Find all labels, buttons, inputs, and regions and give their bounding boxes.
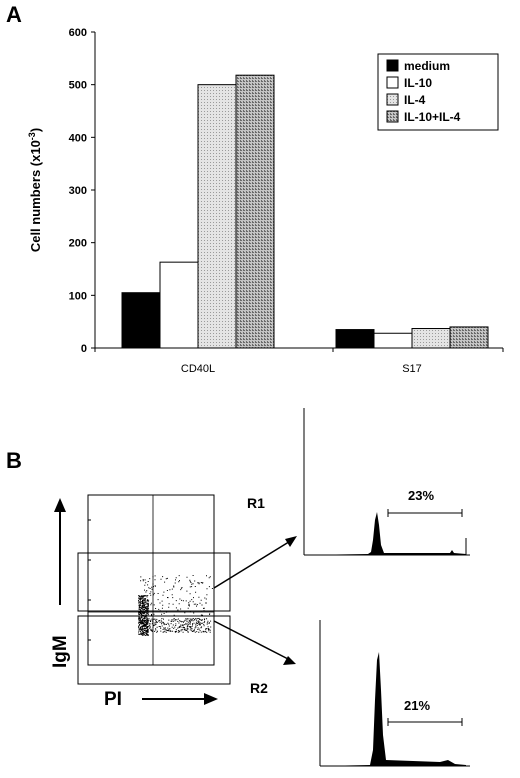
legend-swatch [386, 59, 399, 72]
gate-r1-box [77, 552, 231, 612]
y-axis-label: Cell numbers (x10-3) [27, 128, 43, 252]
y-tick-label: 400 [69, 132, 87, 144]
y-axis-label-exponent: -3 [27, 132, 37, 140]
gate-r1-label: R1 [247, 495, 265, 511]
y-tick-label: 100 [69, 290, 87, 302]
gate-r2-box [77, 615, 231, 685]
legend-entry: IL-4 [404, 93, 426, 107]
arrow-to-histogram-1-head [285, 536, 297, 547]
histogram-2: 21% [319, 620, 470, 767]
legend-entry: IL-10 [404, 76, 432, 90]
bar-il-4-cd40l [197, 84, 237, 349]
dot-cloud-points [138, 575, 213, 636]
bar-chart: Cell numbers (x10-3) 0 100 200 300 400 500 600… [27, 27, 504, 375]
dot-cloud [138, 575, 213, 636]
legend-entry: IL-10+IL-4 [404, 110, 461, 124]
histogram-1-percent: 23% [408, 488, 434, 503]
bar-medium-s17 [335, 329, 375, 349]
x-category-label: S17 [402, 363, 422, 375]
panel-a-label: A [6, 2, 22, 27]
legend-swatch [386, 93, 399, 106]
y-tick-label: 600 [69, 27, 87, 39]
y-tick-label: 200 [69, 238, 87, 250]
bar-il-10-cd40l [159, 261, 199, 349]
y-tick-label: 300 [69, 185, 87, 197]
bar-il-10-il-4-s17 [449, 326, 489, 349]
arrow-to-histogram-2-head [283, 656, 296, 665]
histogram-1: 23% [303, 408, 470, 556]
bar-il-4-s17 [411, 328, 451, 349]
bar-il-10-il-4-cd40l [235, 74, 275, 349]
legend-swatch [386, 76, 399, 89]
histogram-2-percent: 21% [404, 698, 430, 713]
dot-plot-y-ticks [88, 519, 91, 641]
legend-swatch [386, 110, 399, 123]
y-tick-label: 0 [81, 343, 87, 355]
igm-arrow-head [54, 498, 66, 512]
y-axis-label-close: ) [28, 128, 43, 132]
bar-medium-cd40l [121, 292, 161, 349]
legend-entry: medium [404, 59, 450, 73]
legend: medium IL-10 IL-4 IL-10+IL-4 [377, 53, 499, 131]
bar-il-10-s17 [373, 332, 413, 349]
arrow-to-histogram-2 [213, 620, 291, 661]
panel-b-label: B [6, 448, 22, 473]
x-category-label: CD40L [181, 363, 215, 375]
histogram-2-peak [320, 652, 466, 766]
x-categories-group: CD40L S17 [94, 348, 504, 375]
pi-axis-label: PI [104, 689, 122, 710]
bars-group [121, 74, 489, 349]
igm-axis-label: IgM [50, 635, 71, 668]
y-tick-label: 500 [69, 80, 87, 92]
arrow-to-histogram-1 [213, 539, 293, 589]
dot-plot: IgM PI R1 R2 [50, 494, 297, 710]
pi-arrow-head [204, 693, 218, 705]
y-ticks-group: 0 100 200 300 400 500 600 [69, 27, 503, 355]
gate-r2-label: R2 [250, 680, 268, 696]
y-axis-label-main: Cell numbers (x10 [28, 140, 43, 252]
histogram-1-peak [304, 512, 466, 555]
dot-plot-frame [87, 494, 215, 666]
